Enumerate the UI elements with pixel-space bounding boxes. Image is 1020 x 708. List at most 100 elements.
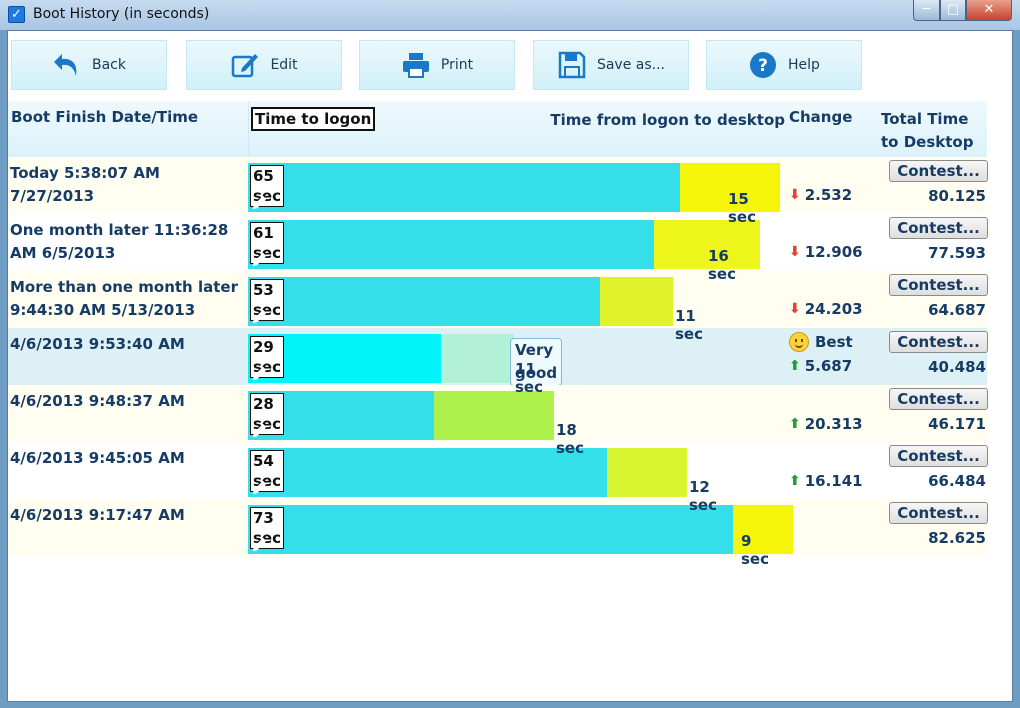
desktop-bar [441, 334, 514, 383]
contest-button[interactable]: Contest... [889, 502, 988, 524]
desktop-time-label: 12 sec [689, 478, 717, 514]
change-value: ⬆ 5.687 [789, 355, 852, 377]
contest-button[interactable]: Contest... [889, 274, 988, 296]
change-amount: 12.906 [804, 243, 863, 261]
save-as-button[interactable]: Save as... [533, 40, 689, 90]
logon-time-label: 61 sec [250, 222, 284, 264]
down-arrow-icon: ⬇ [789, 301, 801, 317]
maximize-button[interactable]: □ [940, 0, 966, 21]
contest-button[interactable]: Contest... [889, 445, 988, 467]
contest-button[interactable]: Contest... [889, 388, 988, 410]
change-amount: 16.141 [804, 472, 863, 490]
contest-button[interactable]: Contest... [889, 217, 988, 239]
edit-button[interactable]: Edit [186, 40, 342, 90]
edit-label: Edit [270, 57, 298, 73]
down-arrow-icon: ⬇ [789, 187, 801, 203]
table-row: 4/6/2013 9:45:05 AM 54 sec 12 sec ⬆ 16.1… [8, 442, 988, 514]
change-value: ⬇ 2.532 [789, 184, 852, 206]
svg-text:?: ? [758, 56, 768, 76]
boot-date: Today 5:38:07 AM 7/27/2013 [10, 164, 160, 205]
up-arrow-icon: ⬆ [789, 358, 801, 374]
toolbar: Back Edit Print Save as... ? Help [8, 31, 1012, 101]
window-controls: ─ □ ✕ [913, 0, 1012, 22]
desktop-time-label: 18 sec [556, 421, 584, 457]
total-time: 77.593 [928, 244, 986, 262]
logon-to-desktop-header: Time from logon to desktop [550, 111, 785, 129]
contest-button[interactable]: Contest... [889, 331, 988, 353]
change-value: ⬇ 24.203 [789, 298, 863, 320]
desktop-time-label: 9 sec [741, 532, 769, 568]
back-button[interactable]: Back [11, 40, 167, 90]
logon-bar [248, 505, 733, 554]
contest-button[interactable]: Contest... [889, 160, 988, 182]
table-row: Today 5:38:07 AM 7/27/2013 65 sec 15 sec… [8, 157, 988, 226]
total-time: 80.125 [928, 187, 986, 205]
save-as-label: Save as... [596, 57, 666, 73]
desktop-time-label: 11 sec [675, 307, 703, 343]
print-button[interactable]: Print [359, 40, 515, 90]
change-column-header: Change [785, 101, 877, 157]
very-good-badge: Very good [510, 338, 563, 386]
best-text: Best [815, 333, 853, 351]
title-bar: ✓ Boot History (in seconds) ─ □ ✕ [0, 0, 1020, 30]
total-time: 82.625 [928, 529, 986, 547]
pencil-icon[interactable] [251, 366, 267, 382]
back-arrow-icon [52, 50, 82, 80]
change-value: ⬆ 20.313 [789, 413, 863, 435]
table-row: 4/6/2013 9:17:47 AM 73 sec 9 sec Contest… [8, 499, 988, 568]
desktop-bar [600, 277, 673, 326]
logon-bar [248, 277, 600, 326]
app-icon: ✓ [8, 6, 25, 23]
time-column-header: Time to logon Time from logon to desktop [248, 101, 785, 157]
desktop-time-label: 15 sec [728, 190, 756, 226]
desktop-bar [654, 220, 760, 269]
table-row: More than one month later 9:44:30 AM 5/1… [8, 271, 988, 343]
logon-bar [248, 163, 680, 212]
pencil-icon[interactable] [251, 195, 267, 211]
change-amount: 2.532 [804, 186, 853, 204]
help-label: Help [788, 57, 820, 73]
desktop-bar [607, 448, 687, 497]
help-icon: ? [748, 50, 778, 80]
total-time: 40.484 [928, 358, 986, 376]
printer-icon [401, 50, 431, 80]
floppy-disk-icon [557, 50, 587, 80]
change-value: ⬇ 12.906 [789, 241, 863, 263]
table-row: 4/6/2013 9:53:40 AM 29 sec Very good 11 … [8, 328, 988, 396]
total-time: 66.484 [928, 472, 986, 490]
logon-time-label: 54 sec [250, 450, 284, 492]
back-label: Back [92, 57, 126, 73]
boot-date: 4/6/2013 9:48:37 AM [10, 392, 185, 410]
logon-bar [248, 220, 654, 269]
total-column-header: Total Time to Desktop [877, 101, 987, 157]
client-area: Back Edit Print Save as... ? Help [7, 30, 1013, 702]
boot-date: 4/6/2013 9:17:47 AM [10, 506, 185, 524]
total-time: 64.687 [928, 301, 986, 319]
time-to-logon-header: Time to logon [251, 107, 376, 131]
desktop-time-label: 11 sec [515, 360, 543, 396]
help-button[interactable]: ? Help [706, 40, 862, 90]
pencil-icon[interactable] [251, 480, 267, 496]
print-label: Print [440, 57, 474, 73]
down-arrow-icon: ⬇ [789, 244, 801, 260]
pencil-icon[interactable] [251, 537, 267, 553]
boot-date: 4/6/2013 9:45:05 AM [10, 449, 185, 467]
pencil-icon[interactable] [251, 423, 267, 439]
change-amount: 24.203 [804, 300, 863, 318]
desktop-bar [434, 391, 554, 440]
table-row: One month later 11:36:28 AM 6/5/2013 61 … [8, 214, 988, 283]
close-button[interactable]: ✕ [966, 0, 1012, 21]
logon-time-label: 53 sec [250, 279, 284, 321]
total-time: 46.171 [928, 415, 986, 433]
edit-icon [230, 50, 260, 80]
desktop-time-label: 16 sec [708, 247, 736, 283]
logon-bar [248, 448, 607, 497]
date-column-header: Boot Finish Date/Time [8, 101, 248, 157]
desktop-bar [680, 163, 780, 212]
minimize-button[interactable]: ─ [913, 0, 940, 21]
boot-date: One month later 11:36:28 AM 6/5/2013 [10, 221, 229, 262]
change-amount: 20.313 [804, 415, 863, 433]
pencil-icon[interactable] [251, 252, 267, 268]
pencil-icon[interactable] [251, 309, 267, 325]
change-value: ⬆ 16.141 [789, 470, 863, 492]
